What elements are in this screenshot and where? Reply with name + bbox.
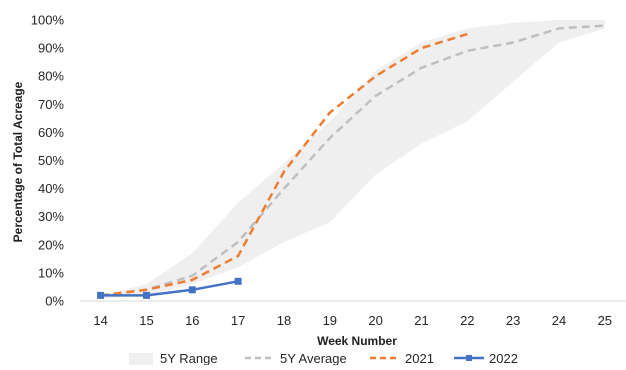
y-tick-label: 10% [38,265,64,280]
legend-label-2022: 2022 [489,351,518,365]
legend-label-5y-range: 5Y Range [160,351,218,365]
series-line-2021 [100,32,468,297]
data-point-2022 [234,277,242,285]
y-tick-label: 60% [38,125,64,140]
x-tick-label: 20 [368,313,382,328]
range-band-5y [100,20,605,299]
y-tick-label: 80% [38,69,64,84]
legend-label-5y-average: 5Y Average [280,351,347,365]
data-point-2022 [97,291,105,299]
x-tick-label: 17 [231,313,245,328]
x-tick-label: 16 [185,313,199,328]
series-line-2022 [100,280,239,297]
y-tick-label: 40% [38,181,64,196]
y-tick-label: 0% [45,294,64,309]
x-tick-label: 23 [506,313,520,328]
data-point-2022 [188,286,196,294]
series-line-5y-average [100,24,605,297]
legend-marker-2022 [466,355,472,361]
y-tick-label: 20% [38,237,64,252]
x-axis-title: Week Number [317,334,397,348]
x-tick-label: 19 [323,313,337,328]
x-tick-label: 25 [598,313,612,328]
legend-swatch-5y-range [129,353,153,365]
x-tick-label: 14 [93,313,107,328]
x-tick-label: 15 [139,313,153,328]
y-tick-label: 50% [38,153,64,168]
x-tick-label: 22 [460,313,474,328]
tick-layer: 0% 10% 20% 30% 40% 50% 60% 70% 80% 90% 100% 14 15 16 1… [31,13,612,329]
x-tick-label: 21 [414,313,428,328]
y-axis-title: Percentage of Total Acreage [11,81,25,242]
y-tick-label: 30% [38,209,64,224]
range-layer [100,20,605,299]
y-tick-label: 90% [38,41,64,56]
legend-label-2021: 2021 [405,351,434,365]
legend: 5Y Range 5Y Average 2021 2022 [129,351,518,366]
series-layer [97,24,605,299]
x-tick-label: 24 [552,313,566,328]
y-tick-label: 100% [31,13,65,28]
data-point-2022 [143,291,150,299]
x-tick-label: 18 [277,313,291,328]
y-tick-label: 70% [38,97,64,112]
